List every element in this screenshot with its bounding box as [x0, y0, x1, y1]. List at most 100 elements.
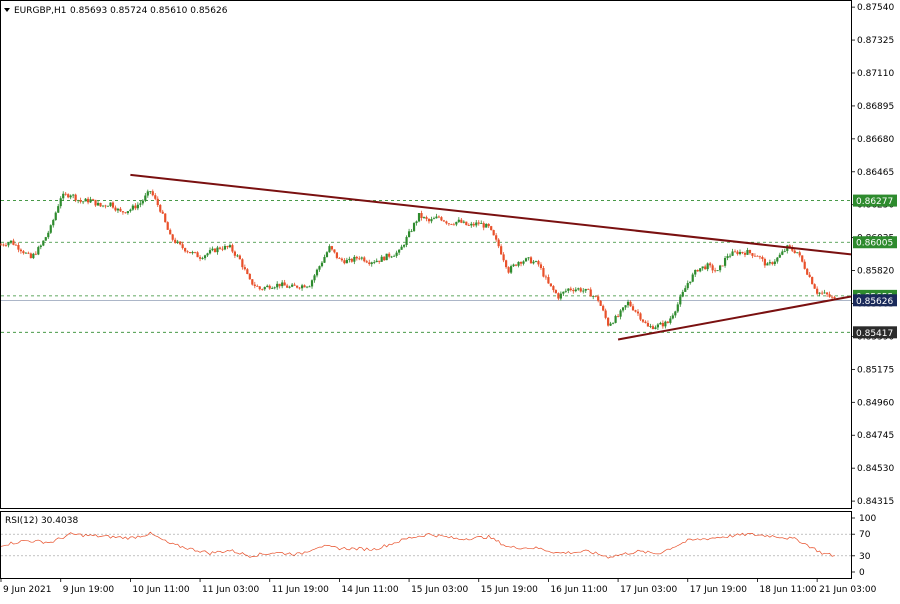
candle-body — [415, 221, 418, 224]
candle-body — [704, 266, 707, 270]
candle-body — [427, 218, 431, 222]
candle-body — [574, 289, 577, 292]
candle-body — [599, 300, 602, 306]
candle-body — [614, 315, 617, 323]
candle-body — [198, 257, 202, 259]
candle-body — [813, 284, 816, 289]
candle-body — [189, 252, 192, 254]
price-tick-label: 0.86680 — [857, 135, 894, 145]
candle-body — [363, 257, 366, 262]
candle-body — [171, 234, 174, 240]
candle-body — [522, 261, 525, 264]
candle-body — [398, 249, 401, 253]
candle-body — [806, 268, 809, 275]
candle-body — [286, 285, 289, 288]
candle-body — [106, 205, 110, 207]
candle-body — [325, 252, 329, 258]
rsi-tick-label: 30 — [859, 552, 871, 562]
candle-body — [54, 212, 57, 221]
candle-body — [213, 248, 217, 253]
candle-body — [701, 266, 704, 269]
candle-body — [659, 322, 662, 325]
candle-body — [666, 321, 669, 323]
candle-body — [639, 313, 642, 320]
candle-body — [149, 191, 152, 193]
descending-trendline[interactable] — [130, 173, 852, 256]
candle-body — [164, 213, 167, 223]
candle-body — [579, 288, 582, 292]
candle-body — [420, 213, 423, 218]
candle-body — [539, 264, 543, 269]
dropdown-triangle-icon[interactable] — [4, 8, 10, 12]
candle-body — [69, 195, 72, 198]
main-panel-frame — [0, 0, 852, 509]
candle-body — [283, 282, 286, 286]
candle-body — [455, 221, 458, 225]
candle-body — [527, 257, 530, 259]
candle-body — [353, 256, 356, 262]
candle-body — [14, 244, 18, 246]
candle-body — [378, 260, 381, 262]
candle-body — [738, 251, 742, 255]
candle-body — [656, 324, 659, 328]
candle-body — [360, 257, 363, 259]
time-axis: 9 Jun 2021 9 Jun 19:00 10 Jun 11:00 11 Jun … — [0, 578, 877, 595]
candle-body — [619, 310, 622, 317]
candle-body — [276, 283, 279, 288]
candle-body — [594, 296, 597, 297]
candle-body — [636, 311, 640, 314]
candle-body — [104, 205, 107, 207]
candle-body — [261, 289, 264, 290]
candle-body — [203, 255, 207, 259]
price-tick-label: 0.86895 — [857, 102, 894, 112]
price-tick-label: 0.87540 — [857, 3, 894, 13]
candle-body — [94, 199, 97, 206]
candle-body — [281, 282, 284, 287]
candle-body — [385, 253, 388, 261]
candle-body — [830, 296, 834, 298]
candle-body — [293, 284, 296, 286]
candle-body — [156, 198, 159, 206]
candle-body — [549, 283, 552, 287]
candle-body — [375, 260, 378, 263]
candle-body — [587, 288, 590, 290]
candle-body — [191, 252, 194, 254]
price-tick-label: 0.87110 — [857, 69, 894, 79]
candle-body — [753, 255, 757, 257]
candle-body — [388, 253, 391, 257]
candle-body — [402, 244, 406, 247]
candle-body — [781, 251, 784, 255]
candle-body — [490, 226, 493, 231]
candle-body — [818, 292, 821, 294]
candle-body — [27, 252, 30, 254]
candle-body — [475, 222, 478, 226]
candle-body — [664, 321, 667, 327]
candle-body — [318, 266, 321, 270]
candle-body — [169, 229, 172, 235]
candle-body — [154, 195, 157, 199]
candle-body — [266, 285, 269, 288]
ascending-trendline[interactable] — [617, 295, 852, 341]
candle-body — [564, 290, 567, 292]
trendlines[interactable] — [130, 173, 852, 341]
candle-body — [467, 225, 470, 226]
candle-body — [602, 305, 605, 311]
candle-body — [495, 235, 498, 240]
candle-body — [487, 223, 490, 227]
candle-body — [529, 257, 533, 264]
candle-body — [184, 248, 187, 252]
candle-body — [651, 326, 655, 330]
candle-body — [452, 224, 455, 226]
candle-body — [721, 265, 724, 267]
candle-body — [442, 220, 446, 222]
candle-body — [136, 204, 139, 209]
candle-body — [236, 255, 239, 257]
candle-body — [723, 258, 727, 266]
candle-body — [91, 199, 95, 201]
candle-body — [146, 191, 149, 196]
candle-body — [746, 250, 749, 255]
candle-body — [505, 260, 508, 268]
candle-body — [726, 256, 729, 259]
